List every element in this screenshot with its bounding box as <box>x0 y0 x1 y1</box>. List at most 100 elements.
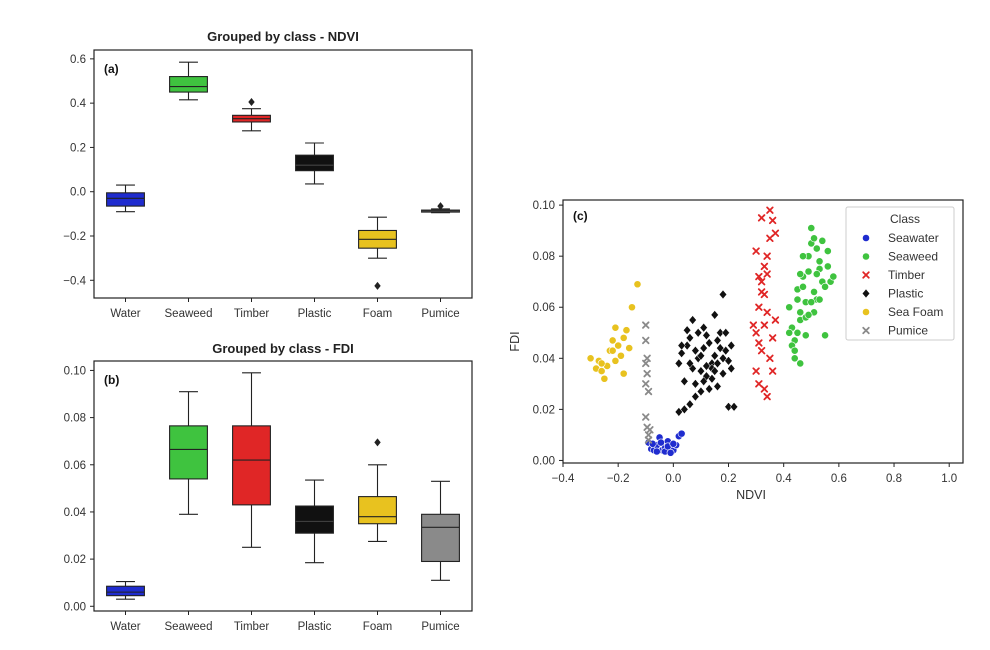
box-water <box>106 580 145 600</box>
data-point <box>760 385 769 393</box>
data-point <box>790 354 799 363</box>
legend-box <box>845 206 955 341</box>
data-point <box>804 311 813 319</box>
data-point <box>796 359 805 368</box>
panel-label: (c) <box>573 209 588 223</box>
data-point <box>721 327 730 338</box>
x-tick-label: Plastic <box>298 308 332 320</box>
data-point <box>766 354 774 363</box>
data-point <box>705 384 714 394</box>
legend-label: Plastic <box>888 287 923 301</box>
data-point <box>696 350 705 361</box>
data-point <box>710 366 719 376</box>
outlier-point <box>437 202 444 211</box>
data-point <box>862 271 870 279</box>
data-point <box>710 310 719 320</box>
data-point <box>691 391 700 402</box>
series-sea-foam <box>586 280 642 383</box>
data-point <box>691 345 700 356</box>
data-point <box>815 257 824 266</box>
box-iqr <box>106 192 145 207</box>
box-iqr <box>295 505 334 534</box>
data-point <box>608 346 617 355</box>
data-point <box>752 247 760 255</box>
data-point <box>757 214 766 222</box>
x-tick-label: 1.0 <box>941 473 957 485</box>
data-point <box>633 280 642 289</box>
data-point <box>642 321 650 329</box>
x-tick-label: Water <box>110 621 140 633</box>
series-seawater <box>644 429 686 457</box>
series-timber <box>749 206 780 401</box>
data-point <box>821 282 829 291</box>
x-tick-label: 0.2 <box>721 473 737 485</box>
data-point <box>749 321 758 329</box>
data-point <box>685 358 694 369</box>
boxplot-panel-b: Grouped by class - FDI (b) 0.00 0.02 0.04 0.0… <box>64 341 473 633</box>
y-tick-label: 0.04 <box>64 507 87 519</box>
data-point <box>608 336 617 345</box>
outlier-point <box>248 98 255 107</box>
data-point <box>644 431 653 439</box>
data-point <box>793 328 802 337</box>
data-point <box>652 447 661 456</box>
data-point <box>642 413 650 421</box>
data-point <box>642 336 650 345</box>
data-point <box>799 282 807 291</box>
data-point <box>752 367 760 375</box>
legend-label: Sea Foam <box>888 305 943 319</box>
y-tick-label: 0.0 <box>70 187 86 199</box>
data-point <box>790 346 799 355</box>
data-point <box>727 363 736 374</box>
box-seaweed <box>169 61 208 101</box>
data-point <box>657 438 665 447</box>
data-point <box>705 338 714 348</box>
x-tick-label: Timber <box>234 621 270 633</box>
data-point <box>713 381 722 392</box>
data-point <box>674 358 683 369</box>
panel-label: (a) <box>104 62 119 76</box>
data-point <box>677 348 686 358</box>
outlier-point <box>374 281 381 290</box>
data-point <box>804 267 813 276</box>
data-point <box>622 326 631 335</box>
box-iqr <box>295 154 334 172</box>
series-plastic <box>674 289 739 417</box>
data-point <box>642 380 650 388</box>
x-tick-label: Seaweed <box>165 308 213 320</box>
data-point <box>768 334 777 342</box>
x-tick-label: Foam <box>363 308 392 320</box>
data-point <box>771 229 780 237</box>
data-point <box>823 262 832 271</box>
data-point <box>771 316 780 324</box>
data-point <box>683 340 692 351</box>
data-point <box>688 315 697 325</box>
data-point <box>812 244 821 253</box>
data-point <box>680 404 689 415</box>
plot-frame <box>93 360 473 612</box>
data-point <box>677 429 686 438</box>
box-iqr <box>169 425 208 480</box>
legend-label: Seawater <box>888 231 939 245</box>
data-point <box>815 295 824 304</box>
legend-label: Timber <box>888 268 925 282</box>
data-point <box>702 330 711 341</box>
data-point <box>768 367 777 375</box>
data-point <box>810 234 818 243</box>
scatter-panel-c: (c) −0.4 −0.2 0.0 0.2 0.4 0.6 0.8 1.0 0.00 0.02 0.0… <box>508 199 964 502</box>
data-point <box>718 289 728 300</box>
y-tick-label: 0.08 <box>533 251 555 263</box>
data-point <box>757 288 766 296</box>
data-point <box>755 272 763 281</box>
data-point <box>611 356 620 365</box>
data-point <box>757 278 766 286</box>
data-point <box>766 206 774 214</box>
y-tick-label: 0.04 <box>533 353 556 365</box>
data-point <box>763 270 771 278</box>
data-point <box>680 376 689 387</box>
data-point <box>699 322 708 333</box>
data-point <box>699 376 708 387</box>
data-point <box>619 333 628 342</box>
data-point <box>713 358 722 369</box>
y-tick-label: 0.10 <box>64 365 86 377</box>
